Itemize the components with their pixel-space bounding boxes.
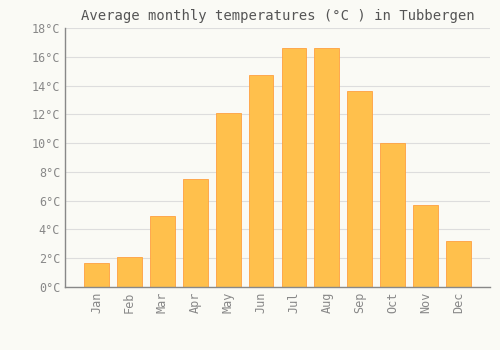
Bar: [150, 217, 174, 287]
Bar: [446, 241, 470, 287]
Bar: [216, 113, 240, 287]
Bar: [248, 76, 274, 287]
Bar: [117, 257, 142, 287]
Bar: [84, 262, 109, 287]
Bar: [282, 48, 306, 287]
Bar: [380, 143, 405, 287]
Bar: [314, 48, 339, 287]
Title: Average monthly temperatures (°C ) in Tubbergen: Average monthly temperatures (°C ) in Tu…: [80, 9, 474, 23]
Bar: [183, 179, 208, 287]
Bar: [413, 205, 438, 287]
Bar: [348, 91, 372, 287]
